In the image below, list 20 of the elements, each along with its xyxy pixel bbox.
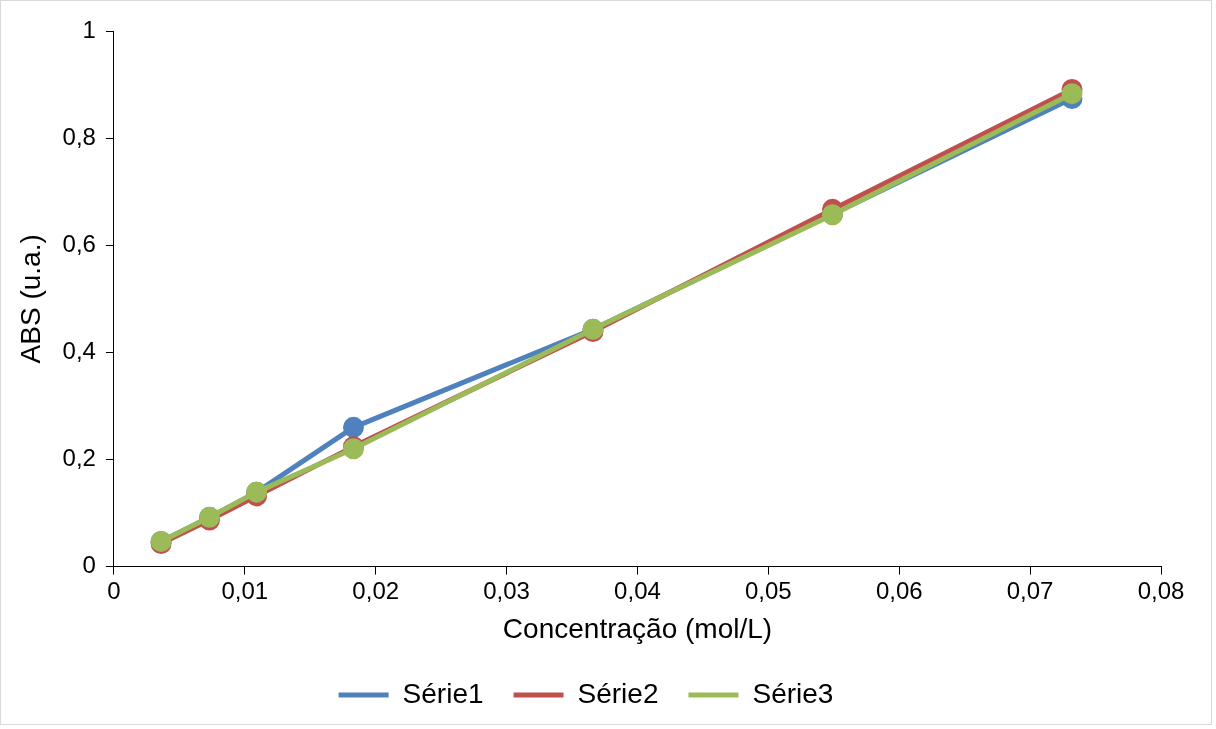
x-tick-label: 0,04 (614, 576, 661, 604)
y-axis-title: ABS (u.a.) (14, 234, 46, 364)
y-tick-label: 1 (82, 15, 96, 43)
legend-label: Série3 (752, 677, 834, 709)
y-tick-label: 0,6 (62, 229, 96, 257)
x-axis-title: Concentração (mol/L) (502, 612, 773, 644)
x-tick-label: 0,02 (352, 576, 400, 604)
x-tick-label: 0,06 (875, 576, 923, 604)
x-tick-label: 0 (107, 576, 121, 604)
legend-label: Série2 (577, 677, 659, 709)
legend-label: Série1 (402, 677, 484, 709)
x-tick-label: 0,03 (483, 576, 530, 604)
y-tick-label: 0,4 (62, 336, 96, 364)
y-tick-label: 0 (82, 551, 96, 579)
x-tick-label: 0,07 (1006, 576, 1054, 604)
x-tick-label: 0,01 (221, 576, 269, 604)
x-tick-label: 0,05 (745, 576, 792, 604)
y-tick-label: 0,2 (62, 444, 96, 472)
y-tick-label: 0,8 (62, 122, 96, 150)
x-tick-label: 0,08 (1137, 576, 1185, 604)
